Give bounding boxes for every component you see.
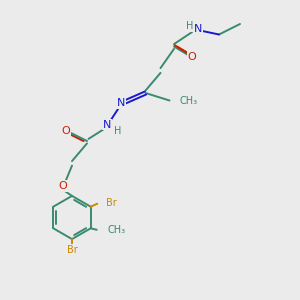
Text: N: N — [117, 98, 126, 109]
Text: O: O — [188, 52, 196, 62]
Text: N: N — [103, 119, 111, 130]
Text: H: H — [186, 21, 194, 31]
Text: CH₃: CH₃ — [107, 225, 125, 235]
Text: Br: Br — [67, 244, 77, 255]
Text: O: O — [58, 181, 68, 191]
Text: O: O — [61, 125, 70, 136]
Text: N: N — [194, 23, 202, 34]
Text: H: H — [114, 126, 122, 136]
Text: CH₃: CH₃ — [180, 95, 198, 106]
Text: Br: Br — [106, 198, 117, 208]
